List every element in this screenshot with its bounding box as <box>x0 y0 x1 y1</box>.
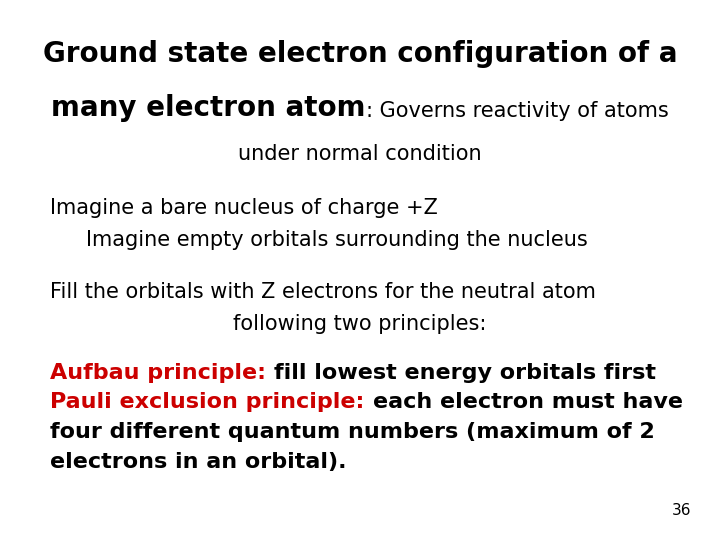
Text: 36: 36 <box>672 503 691 518</box>
Text: under normal condition: under normal condition <box>238 144 482 164</box>
Text: four different quantum numbers (maximum of 2: four different quantum numbers (maximum … <box>50 422 655 442</box>
Text: Imagine a bare nucleus of charge +Z: Imagine a bare nucleus of charge +Z <box>50 198 438 218</box>
Text: Pauli exclusion principle:: Pauli exclusion principle: <box>50 392 372 413</box>
Text: fill lowest energy orbitals first: fill lowest energy orbitals first <box>274 362 656 383</box>
Text: : Governs reactivity of atoms: : Governs reactivity of atoms <box>366 100 669 121</box>
Text: following two principles:: following two principles: <box>233 314 487 334</box>
Text: Aufbau principle:: Aufbau principle: <box>50 362 274 383</box>
Text: each electron must have: each electron must have <box>372 392 683 413</box>
Text: electrons in an orbital).: electrons in an orbital). <box>50 451 347 472</box>
Text: many electron atom: many electron atom <box>51 94 366 122</box>
Text: Fill the orbitals with Z electrons for the neutral atom: Fill the orbitals with Z electrons for t… <box>50 281 596 302</box>
Text: Ground state electron configuration of a: Ground state electron configuration of a <box>42 40 678 68</box>
Text: Imagine empty orbitals surrounding the nucleus: Imagine empty orbitals surrounding the n… <box>86 230 588 251</box>
